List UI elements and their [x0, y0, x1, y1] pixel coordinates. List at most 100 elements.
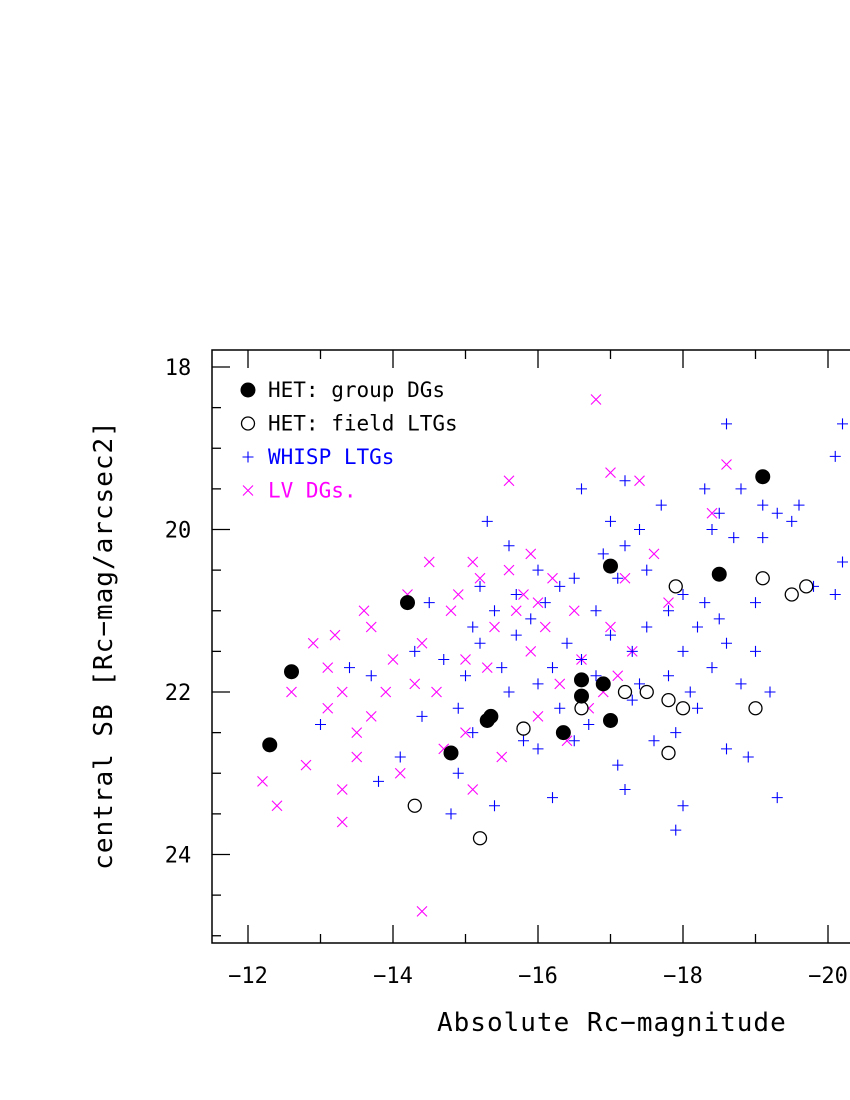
data-point-plus — [460, 670, 471, 682]
data-point-filled-circle — [711, 566, 727, 582]
axes-frame — [211, 349, 850, 944]
data-point-plus — [452, 767, 464, 779]
data-point-cross — [351, 751, 363, 763]
data-point-plus — [619, 540, 631, 552]
legend-marker-cross — [242, 485, 254, 496]
data-point-cross — [416, 637, 428, 649]
data-point-filled-circle — [443, 745, 459, 761]
data-point-cross — [460, 727, 471, 739]
data-point-cross — [336, 816, 348, 828]
data-point-plus — [481, 515, 493, 527]
data-point-filled-circle — [603, 712, 618, 728]
data-point-cross — [634, 475, 645, 487]
data-point-cross — [365, 621, 377, 633]
data-point-plus — [510, 589, 522, 600]
data-point-open-circle — [799, 579, 814, 594]
data-point-plus — [713, 507, 725, 519]
data-point-plus — [510, 629, 522, 641]
data-point-plus — [409, 645, 421, 657]
data-point-cross — [286, 686, 297, 698]
data-point-plus — [721, 637, 732, 649]
x-axis-label: Absolute Rc−magnitude — [437, 1008, 787, 1038]
data-point-plus — [474, 580, 486, 592]
data-point-plus — [525, 613, 537, 625]
data-point-plus — [721, 418, 732, 430]
data-point-plus — [590, 670, 602, 682]
data-point-plus — [735, 678, 747, 690]
data-point-cross — [467, 784, 479, 795]
data-point-plus — [692, 702, 703, 714]
x-tick-label: −18 — [663, 964, 703, 989]
data-point-cross — [481, 662, 493, 674]
data-point-plus — [655, 499, 667, 511]
data-point-cross — [612, 670, 624, 682]
data-point-plus — [663, 670, 674, 682]
data-point-plus — [597, 548, 609, 560]
data-point-plus — [554, 702, 566, 714]
data-point-cross — [336, 686, 348, 698]
data-point-plus — [793, 499, 805, 511]
data-point-plus — [438, 654, 450, 665]
data-point-plus — [344, 662, 355, 674]
data-point-plus — [539, 597, 551, 609]
data-point-plus — [547, 792, 558, 804]
data-point-plus — [713, 613, 725, 625]
data-point-open-circle — [748, 701, 763, 716]
data-point-plus — [757, 499, 769, 511]
data-point-plus — [706, 524, 718, 535]
data-point-cross — [271, 800, 283, 812]
data-point-plus — [626, 694, 638, 706]
data-point-open-circle — [639, 684, 654, 700]
data-point-plus — [684, 686, 696, 698]
data-point-cross — [351, 727, 363, 739]
legend-label: HET: group DGs — [268, 378, 445, 402]
data-point-filled-circle — [284, 664, 299, 680]
data-point-plus — [677, 800, 689, 812]
data-marks — [257, 394, 848, 917]
data-point-plus — [612, 572, 624, 584]
legend-marker-filled-circle — [240, 382, 256, 398]
data-point-plus — [706, 662, 718, 674]
y-tick-label: 22 — [165, 681, 192, 706]
legend: HET: group DGs HET: field LTGs WHISP LTGs L… — [240, 378, 458, 503]
data-point-plus — [554, 580, 566, 592]
data-point-plus — [750, 597, 761, 609]
data-point-cross — [467, 556, 479, 568]
data-point-open-circle — [407, 798, 422, 813]
data-point-open-circle — [668, 579, 683, 594]
data-point-open-circle — [661, 692, 676, 708]
data-point-cross — [445, 605, 457, 617]
tick-labels: −12 −14 −16 −18 −20 18 20 22 24 — [165, 356, 848, 989]
data-point-cross — [336, 784, 348, 795]
data-point-plus — [605, 515, 616, 527]
data-point-filled-circle — [555, 725, 571, 741]
data-point-filled-circle — [400, 595, 415, 611]
data-point-plus — [489, 800, 500, 812]
data-point-plus — [373, 775, 384, 787]
series-plus — [315, 418, 848, 836]
data-point-plus — [561, 637, 573, 649]
data-point-plus — [583, 719, 595, 730]
series-filled-circle — [262, 469, 771, 761]
data-point-plus — [489, 605, 500, 617]
data-point-plus — [829, 450, 841, 462]
y-axis-label: central SB [Rc−mag/arcsec2] — [89, 420, 119, 870]
data-point-plus — [677, 589, 689, 600]
data-point-open-circle — [661, 745, 676, 761]
data-point-plus — [496, 662, 508, 674]
data-point-plus — [416, 710, 428, 722]
data-point-cross — [329, 629, 341, 641]
series-open-circle — [407, 571, 814, 846]
data-point-cross — [460, 654, 471, 665]
data-point-cross — [605, 467, 616, 479]
data-point-cross — [590, 394, 602, 405]
data-point-cross — [525, 548, 537, 560]
data-point-cross — [532, 710, 544, 722]
data-point-plus — [532, 564, 544, 576]
legend-label: LV DGs. — [268, 479, 357, 503]
legend-marker-open-circle — [240, 416, 256, 431]
data-point-plus — [670, 824, 682, 836]
data-point-plus — [837, 556, 848, 568]
data-point-open-circle — [784, 587, 799, 602]
axis-ticks — [212, 350, 829, 943]
